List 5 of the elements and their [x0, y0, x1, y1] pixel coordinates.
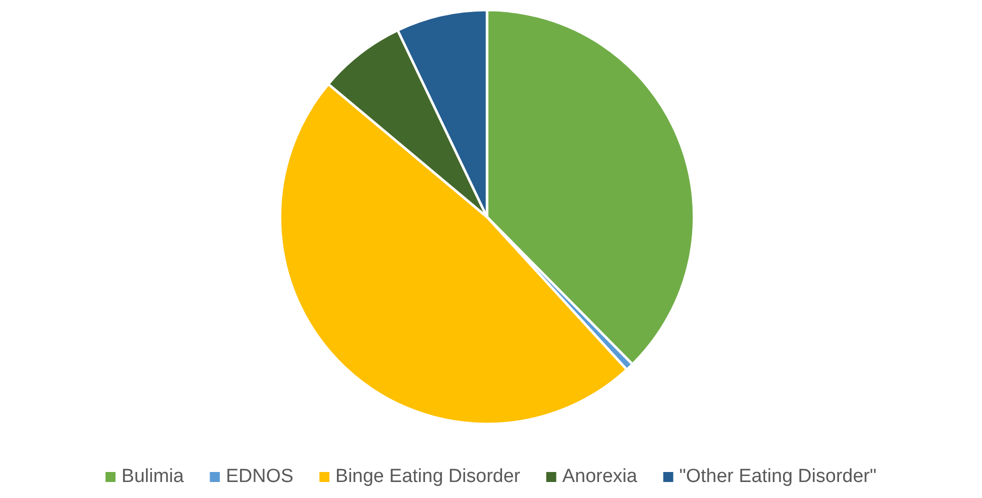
- legend-label: EDNOS: [226, 466, 294, 487]
- legend-label: "Other Eating Disorder": [679, 466, 876, 487]
- legend-label: Anorexia: [562, 466, 638, 487]
- legend-label: Binge Eating Disorder: [335, 466, 521, 487]
- legend-label: Bulimia: [122, 466, 184, 487]
